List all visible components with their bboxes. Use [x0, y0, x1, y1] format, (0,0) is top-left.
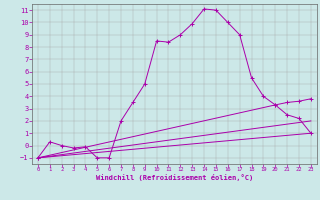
X-axis label: Windchill (Refroidissement éolien,°C): Windchill (Refroidissement éolien,°C)	[96, 174, 253, 181]
